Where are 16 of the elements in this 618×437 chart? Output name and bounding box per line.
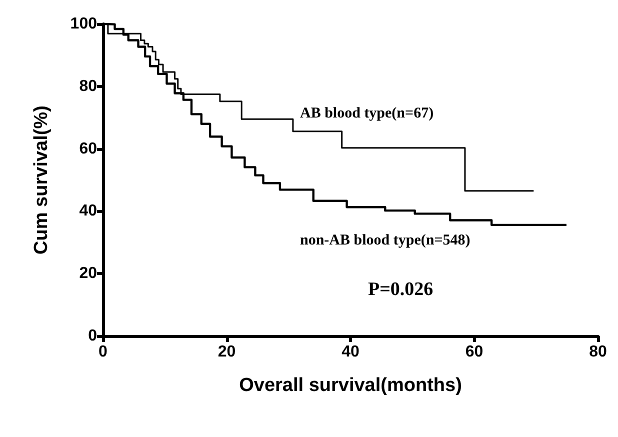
series-label: AB blood type(n=67) xyxy=(300,106,434,122)
x-tick-label: 0 xyxy=(98,344,108,360)
x-tick-label: 40 xyxy=(342,344,360,360)
y-tick-label: 20 xyxy=(79,265,98,282)
series-label: non-AB blood type(n=548) xyxy=(300,232,470,248)
x-tick-label: 80 xyxy=(589,344,607,360)
y-axis-title: Cum survival(%) xyxy=(31,106,52,254)
annotation: P=0.026 xyxy=(368,279,434,300)
x-tick-label: 60 xyxy=(465,344,484,360)
x-axis-title: Overall survival(months) xyxy=(239,375,462,396)
y-tick-label: 0 xyxy=(88,328,98,344)
y-tick-label: 80 xyxy=(79,78,98,95)
y-tick-label: 40 xyxy=(79,202,98,220)
x-tick-label: 20 xyxy=(218,344,236,360)
y-tick-label: 100 xyxy=(70,16,98,32)
y-tick-label: 60 xyxy=(79,140,98,158)
